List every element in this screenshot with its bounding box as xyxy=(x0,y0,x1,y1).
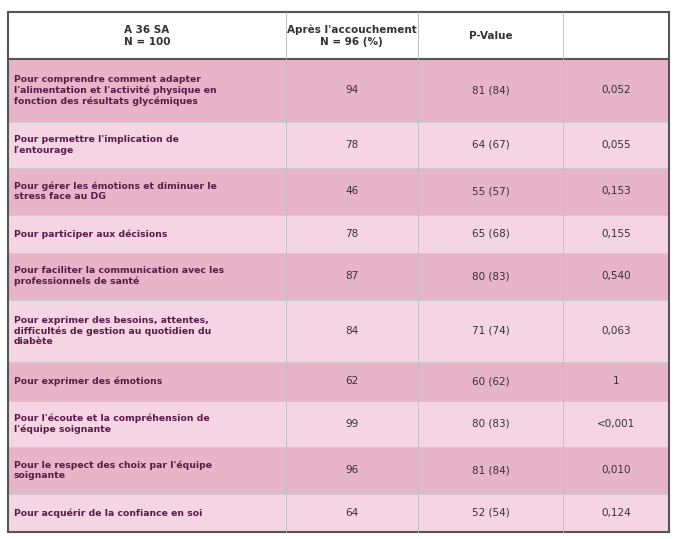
Bar xyxy=(418,494,563,532)
Bar xyxy=(418,362,563,400)
Text: 78: 78 xyxy=(345,140,358,150)
Bar xyxy=(563,447,669,494)
Bar xyxy=(286,494,418,532)
Text: 65 (68): 65 (68) xyxy=(472,229,509,239)
Bar xyxy=(8,300,286,362)
Text: 96: 96 xyxy=(345,466,358,475)
Bar xyxy=(418,253,563,300)
Text: 64: 64 xyxy=(345,508,358,518)
Bar xyxy=(286,215,418,253)
Bar xyxy=(286,253,418,300)
Bar xyxy=(563,362,669,400)
Text: 55 (57): 55 (57) xyxy=(472,186,509,196)
Text: 84: 84 xyxy=(345,326,358,336)
Bar xyxy=(418,122,563,168)
Text: 62: 62 xyxy=(345,376,358,386)
Bar xyxy=(8,215,286,253)
Text: 60 (62): 60 (62) xyxy=(472,376,509,386)
Text: 80 (83): 80 (83) xyxy=(472,272,509,281)
Bar xyxy=(286,447,418,494)
Bar xyxy=(286,168,418,215)
Bar xyxy=(418,59,563,122)
Text: Pour gérer les émotions et diminuer le
stress face au DG: Pour gérer les émotions et diminuer le s… xyxy=(14,182,217,202)
Text: 46: 46 xyxy=(345,186,358,196)
Text: Pour exprimer des besoins, attentes,
difficultés de gestion au quotidien du
diab: Pour exprimer des besoins, attentes, dif… xyxy=(14,316,211,346)
Text: Pour participer aux décisions: Pour participer aux décisions xyxy=(14,229,167,239)
Bar xyxy=(418,447,563,494)
Bar xyxy=(563,400,669,447)
Bar xyxy=(563,494,669,532)
Text: Pour faciliter la communication avec les
professionnels de santé: Pour faciliter la communication avec les… xyxy=(14,266,223,287)
Bar xyxy=(418,300,563,362)
Text: Pour l'écoute et la compréhension de
l'équipe soignante: Pour l'écoute et la compréhension de l'é… xyxy=(14,414,209,434)
Bar xyxy=(563,59,669,122)
Bar xyxy=(418,168,563,215)
Text: 0,052: 0,052 xyxy=(601,86,631,95)
Text: 0,155: 0,155 xyxy=(601,229,631,239)
Bar xyxy=(8,168,286,215)
Text: A 36 SA
N = 100: A 36 SA N = 100 xyxy=(124,25,170,46)
Bar xyxy=(8,362,286,400)
Text: 81 (84): 81 (84) xyxy=(472,86,509,95)
Text: Pour comprendre comment adapter
l'alimentation et l'activité physique en
fonctio: Pour comprendre comment adapter l'alimen… xyxy=(14,75,216,106)
Text: 81 (84): 81 (84) xyxy=(472,466,509,475)
Text: Pour le respect des choix par l'équipe
soignante: Pour le respect des choix par l'équipe s… xyxy=(14,460,211,480)
Bar xyxy=(563,215,669,253)
Bar xyxy=(286,300,418,362)
Text: 87: 87 xyxy=(345,272,358,281)
Text: 1: 1 xyxy=(613,376,619,386)
Bar xyxy=(286,12,418,59)
Text: 0,153: 0,153 xyxy=(601,186,631,196)
Bar xyxy=(286,362,418,400)
Bar xyxy=(563,168,669,215)
Text: 0,010: 0,010 xyxy=(601,466,631,475)
Bar xyxy=(8,400,286,447)
Text: 94: 94 xyxy=(345,86,358,95)
Text: 78: 78 xyxy=(345,229,358,239)
Text: 99: 99 xyxy=(345,419,358,429)
Text: 64 (67): 64 (67) xyxy=(472,140,509,150)
Bar xyxy=(8,12,286,59)
Text: Après l'accouchement
N = 96 (%): Après l'accouchement N = 96 (%) xyxy=(287,25,416,47)
Bar xyxy=(418,12,563,59)
Bar xyxy=(8,447,286,494)
Text: 80 (83): 80 (83) xyxy=(472,419,509,429)
Bar xyxy=(286,122,418,168)
Text: 0,055: 0,055 xyxy=(601,140,631,150)
Bar xyxy=(563,300,669,362)
Text: 0,540: 0,540 xyxy=(601,272,631,281)
Text: Pour permettre l'implication de
l'entourage: Pour permettre l'implication de l'entour… xyxy=(14,135,179,155)
Text: Pour exprimer des émotions: Pour exprimer des émotions xyxy=(14,377,162,386)
Bar xyxy=(563,253,669,300)
Text: 52 (54): 52 (54) xyxy=(472,508,509,518)
Bar xyxy=(8,122,286,168)
Text: P-Value: P-Value xyxy=(468,31,512,41)
Text: <0,001: <0,001 xyxy=(597,419,635,429)
Bar xyxy=(8,253,286,300)
Text: 71 (74): 71 (74) xyxy=(472,326,509,336)
Bar xyxy=(563,122,669,168)
Bar xyxy=(8,59,286,122)
Bar xyxy=(286,400,418,447)
Text: Pour acquérir de la confiance en soi: Pour acquérir de la confiance en soi xyxy=(14,508,202,518)
Bar xyxy=(418,400,563,447)
Text: 0,063: 0,063 xyxy=(601,326,631,336)
Bar xyxy=(418,215,563,253)
Bar xyxy=(286,59,418,122)
Bar xyxy=(8,494,286,532)
Text: 0,124: 0,124 xyxy=(601,508,631,518)
